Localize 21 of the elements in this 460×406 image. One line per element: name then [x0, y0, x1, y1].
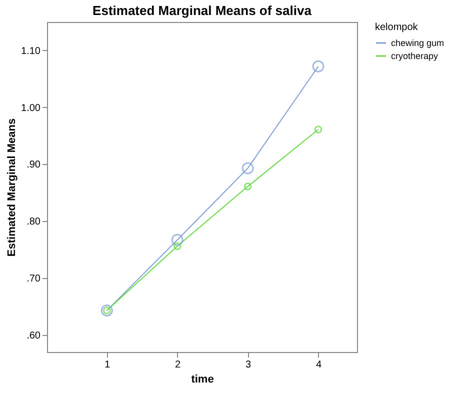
y-tick-label: .80 [26, 216, 41, 228]
y-axis-title: Estimated Marginal Means [6, 118, 18, 257]
legend-label: chewing gum [391, 38, 444, 48]
y-tick-label: .70 [26, 274, 41, 285]
point [244, 182, 252, 190]
x-tick-label: 4 [316, 360, 322, 370]
point [171, 234, 184, 246]
chart-title: Estimated Marginal Means of saliva [92, 3, 312, 18]
x-tick-label: 1 [104, 360, 111, 370]
x-tick-label: 2 [175, 360, 182, 370]
point [312, 60, 324, 72]
y-tick-label: .60 [26, 330, 41, 342]
point [173, 242, 182, 250]
x-axis-title: time [191, 374, 214, 386]
x-tick-label: 3 [246, 360, 252, 370]
legend-title: kelompok [375, 22, 419, 33]
y-tick-label: 1.00 [21, 102, 41, 114]
legend-label: cryotherapy [391, 51, 439, 61]
y-tick-label: .90 [26, 160, 41, 171]
point [242, 162, 254, 174]
y-tick-label: 1.10 [21, 46, 41, 57]
